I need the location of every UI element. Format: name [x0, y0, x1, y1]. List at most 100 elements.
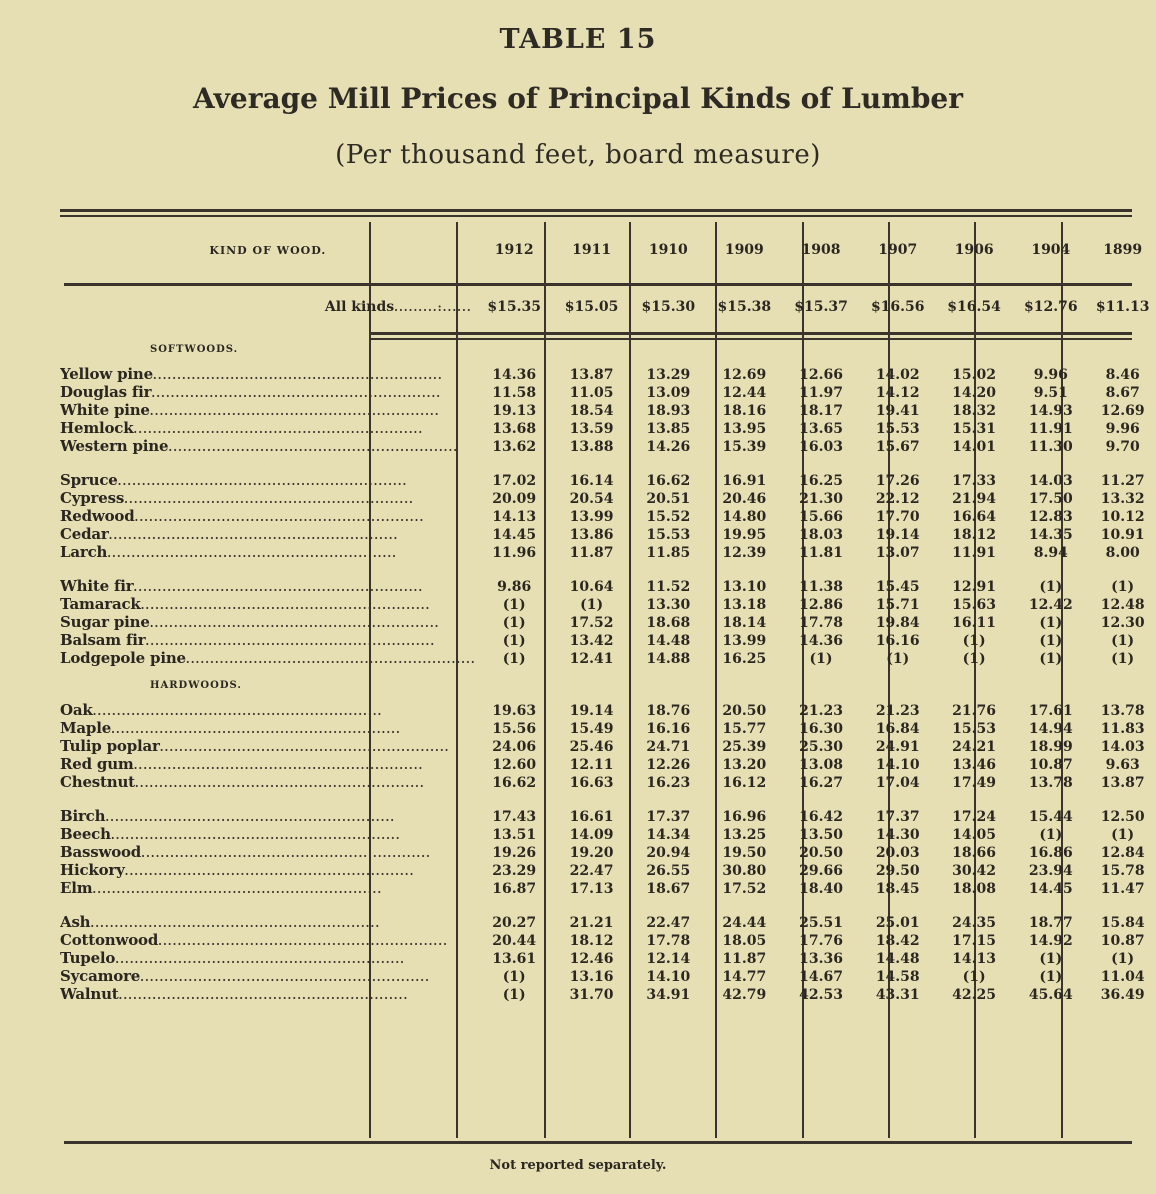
price-cell: 14.09	[569, 827, 614, 843]
price-cell: 14.13	[492, 509, 537, 525]
price-cell: 24.91	[875, 739, 920, 755]
price-cell: 18.66	[952, 845, 997, 861]
price-cell: 12.46	[569, 951, 614, 967]
price-cell: 14.13	[952, 951, 997, 967]
price-cell: 11.04	[1100, 969, 1145, 985]
price-cell: 14.36	[799, 633, 843, 649]
all-kinds-value: $16.54	[947, 299, 1001, 315]
price-cell: 13.42	[569, 633, 614, 649]
price-cell: 11.87	[722, 951, 767, 967]
price-cell: 16.96	[722, 809, 767, 825]
price-cell: 11.87	[569, 545, 614, 561]
bottom-rule	[64, 1141, 1132, 1144]
table-row: Hickory.................................…	[60, 862, 1156, 880]
all-kinds-rule-thin	[370, 338, 1132, 340]
price-cell: 11.97	[799, 385, 843, 401]
price-cell: 13.29	[646, 367, 691, 383]
section-header-row: HARDWOODS.	[60, 668, 1156, 702]
wood-kind: Tulip poplar............................…	[60, 738, 450, 755]
price-cell: 9.96	[1105, 421, 1140, 437]
price-cell: 14.30	[875, 827, 920, 843]
table-row: Cypress.................................…	[60, 490, 1156, 508]
price-cell: 21.23	[875, 703, 920, 719]
price-cell: 16.91	[722, 473, 767, 489]
price-cell: 14.94	[1028, 721, 1073, 737]
price-cell: (1)	[1039, 827, 1063, 843]
wood-kind: Balsam fir..............................…	[60, 632, 436, 649]
price-cell: 14.20	[952, 385, 997, 401]
wood-kind: Cedar...................................…	[60, 526, 399, 543]
price-cell: 18.12	[952, 527, 997, 543]
table-row: Balsam fir..............................…	[60, 632, 1156, 650]
price-cell: (1)	[1111, 827, 1135, 843]
wood-kind: Cottonwood..............................…	[60, 932, 448, 949]
price-cell: 13.62	[492, 439, 537, 455]
price-cell: 14.80	[722, 509, 767, 525]
price-cell: 16.30	[799, 721, 843, 737]
table-row: Elm.....................................…	[60, 880, 1156, 898]
price-cell: 14.88	[646, 651, 691, 667]
price-cell: 12.86	[799, 597, 843, 613]
price-cell: 14.67	[799, 969, 843, 985]
price-cell: 17.43	[492, 809, 537, 825]
price-cell: (1)	[1039, 633, 1063, 649]
price-cell: 20.50	[722, 703, 767, 719]
section-title: SOFTWOODS.	[150, 343, 239, 355]
price-cell: 10.87	[1100, 933, 1145, 949]
price-cell: 18.08	[952, 881, 997, 897]
price-cell: 11.05	[569, 385, 614, 401]
column-divider	[629, 222, 631, 1138]
price-cell: 17.37	[875, 809, 920, 825]
wood-kind: Beech...................................…	[60, 826, 401, 843]
price-cell: 14.77	[722, 969, 767, 985]
price-cell: 24.21	[952, 739, 997, 755]
year-header: 1904	[1031, 242, 1071, 258]
wood-kind: Tupelo..................................…	[60, 950, 406, 967]
price-cell: (1)	[1039, 969, 1063, 985]
price-cell: 12.84	[1100, 845, 1145, 861]
price-cell: 14.02	[875, 367, 920, 383]
all-kinds-value: $12.76	[1024, 299, 1078, 315]
price-cell: 18.77	[1028, 915, 1073, 931]
year-header: 1912	[494, 242, 534, 258]
price-cell: 16.42	[799, 809, 843, 825]
all-kinds-value: $15.37	[794, 299, 848, 315]
price-cell: 17.61	[1028, 703, 1073, 719]
table-subtitle: (Per thousand feet, board measure)	[335, 140, 821, 170]
price-cell: 10.91	[1100, 527, 1145, 543]
price-cell: 13.25	[722, 827, 767, 843]
price-cell: 14.45	[492, 527, 537, 543]
header-rule	[64, 283, 1132, 286]
price-cell: 43.31	[875, 987, 920, 1003]
price-cell: 20.46	[722, 491, 767, 507]
all-kinds-value: $15.05	[564, 299, 619, 315]
price-cell: 16.64	[952, 509, 997, 525]
price-cell: 14.93	[1028, 403, 1073, 419]
price-cell: 13.87	[569, 367, 614, 383]
price-cell: 45.64	[1028, 987, 1073, 1003]
price-cell: (1)	[1039, 615, 1063, 631]
table-row: White fir...............................…	[60, 578, 1156, 596]
table-row: Cottonwood..............................…	[60, 932, 1156, 950]
price-cell: 16.84	[875, 721, 920, 737]
price-cell: 19.84	[875, 615, 920, 631]
price-cell: 12.26	[646, 757, 691, 773]
table-row: Tupelo..................................…	[60, 950, 1156, 968]
price-cell: (1)	[502, 615, 526, 631]
wood-kind: Douglas fir.............................…	[60, 384, 442, 401]
price-cell: (1)	[886, 651, 910, 667]
table-row: Chestnut................................…	[60, 774, 1156, 792]
wood-kind: Sugar pine..............................…	[60, 614, 440, 631]
price-cell: 14.10	[875, 757, 920, 773]
price-cell: 17.04	[875, 775, 920, 791]
column-divider	[369, 222, 371, 1138]
price-cell: 16.25	[722, 651, 767, 667]
price-cell: 19.14	[875, 527, 920, 543]
price-cell: 34.91	[646, 987, 691, 1003]
price-cell: 42.25	[952, 987, 997, 1003]
price-cell: 24.71	[646, 739, 691, 755]
section-title: HARDWOODS.	[150, 679, 242, 691]
price-cell: 13.78	[1028, 775, 1073, 791]
price-cell: 11.83	[1100, 721, 1145, 737]
price-cell: 18.68	[646, 615, 691, 631]
